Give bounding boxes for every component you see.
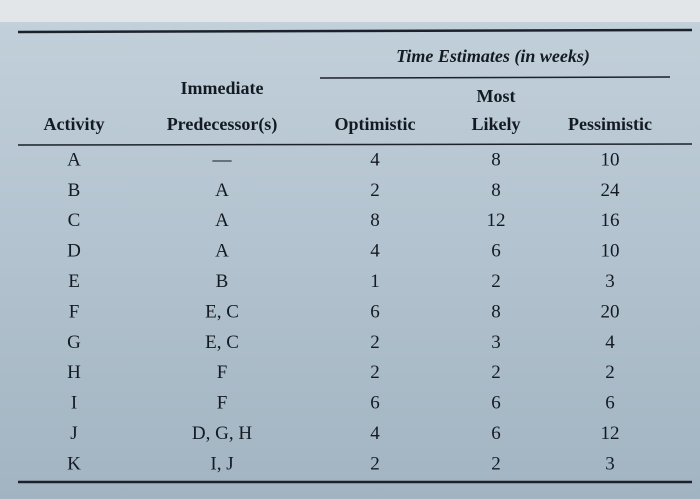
cell: E (68, 271, 80, 292)
cell: A (67, 149, 81, 170)
cell: 2 (491, 362, 501, 383)
cell: K (67, 453, 81, 474)
cell: 4 (370, 423, 380, 444)
column-header: Optimistic (335, 114, 416, 134)
cell: B (68, 180, 81, 201)
cell: 3 (491, 332, 501, 353)
cell: 12 (601, 423, 620, 444)
cell: E, C (205, 301, 239, 322)
cell: 16 (601, 210, 620, 231)
cell: F (217, 362, 228, 383)
cell: 3 (605, 271, 615, 292)
group-rule (319, 76, 671, 79)
cell: 2 (491, 453, 501, 474)
cell: 1 (370, 271, 380, 292)
cell: 24 (601, 180, 621, 201)
cell: 6 (370, 301, 380, 322)
cell: 6 (491, 423, 501, 444)
group-header: Time Estimates (in weeks) (396, 46, 590, 67)
column-header: Predecessor(s) (167, 114, 278, 135)
header-rule (17, 143, 693, 146)
cell: F (217, 393, 228, 414)
cell: 6 (370, 393, 380, 414)
cell: 2 (370, 453, 380, 474)
cell: E, C (205, 332, 239, 353)
cell: 6 (491, 241, 501, 262)
column-header: Activity (44, 114, 105, 134)
cell: D (67, 241, 81, 262)
cell: F (69, 301, 80, 322)
cell: 8 (491, 301, 501, 322)
top-rule (17, 28, 693, 34)
cell: A (215, 180, 229, 201)
cell: — (212, 149, 233, 170)
cell: 4 (370, 149, 380, 170)
cell: 8 (491, 149, 501, 170)
cell: H (67, 362, 81, 383)
cell: 2 (370, 180, 380, 201)
cell: 4 (370, 241, 380, 262)
cell: 20 (601, 301, 620, 322)
column-header: Most (477, 86, 516, 106)
cell: 4 (605, 332, 615, 353)
cell: 6 (605, 393, 615, 414)
cell: A (215, 241, 229, 262)
cell: 8 (491, 180, 501, 201)
cell: J (70, 423, 77, 444)
cell: 12 (487, 210, 506, 231)
cell: I (71, 393, 77, 414)
column-header: Pessimistic (568, 114, 652, 134)
cell: 2 (370, 362, 380, 383)
cell: I, J (210, 453, 233, 474)
cell: 2 (605, 362, 615, 383)
cell: 6 (491, 393, 501, 414)
cell: 10 (601, 149, 620, 170)
cell: A (215, 210, 229, 231)
cell: G (67, 332, 81, 353)
cell: 2 (370, 332, 380, 353)
cell: 8 (370, 210, 380, 231)
column-header: Likely (471, 114, 520, 134)
cell: D, G, H (192, 423, 252, 444)
cell: B (216, 271, 229, 292)
cell: 10 (601, 241, 620, 262)
page-margin (0, 0, 700, 22)
column-header: Immediate (181, 78, 264, 98)
cell: 3 (605, 453, 615, 474)
cell: C (68, 210, 81, 231)
cell: 2 (491, 271, 501, 292)
